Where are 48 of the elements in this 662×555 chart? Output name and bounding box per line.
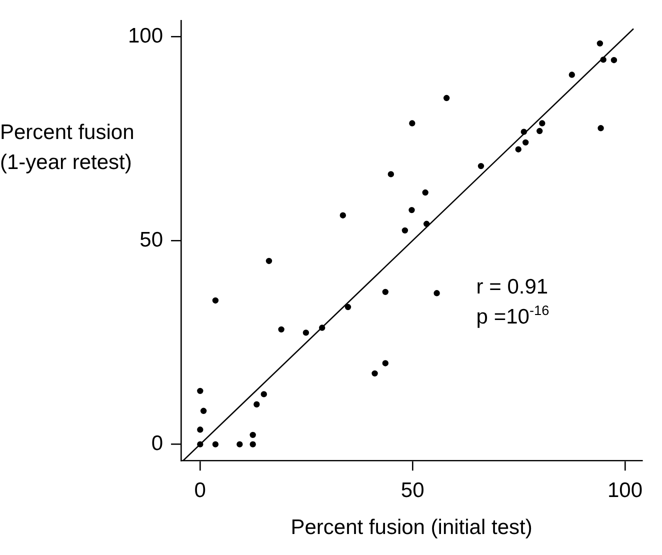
point	[443, 94, 450, 102]
point	[434, 290, 440, 296]
point	[266, 258, 272, 264]
y-tick-label: 100	[128, 24, 164, 48]
point	[478, 162, 484, 170]
point	[212, 441, 219, 448]
point	[382, 360, 388, 366]
point	[197, 426, 204, 433]
point	[372, 370, 378, 377]
y-tick-label: 0	[151, 432, 164, 456]
annotation: r = 0.91	[476, 276, 548, 299]
point	[197, 388, 204, 394]
x-tick-label: 50	[400, 478, 424, 502]
x-axis-title: Percent fusion (initial test)	[290, 516, 532, 540]
point	[254, 401, 260, 408]
point	[250, 441, 256, 448]
point	[598, 125, 604, 132]
point	[596, 40, 604, 47]
point	[200, 408, 207, 414]
y-tick-label: 50	[140, 228, 164, 252]
point	[212, 297, 219, 304]
point	[409, 120, 416, 126]
point	[302, 330, 310, 336]
point	[340, 212, 346, 218]
point	[402, 227, 408, 234]
y-axis-title: Percent fusion (1-year retest)	[0, 120, 136, 176]
x-tick-label: 100	[607, 478, 643, 502]
point	[600, 56, 606, 63]
point	[260, 391, 267, 398]
point	[278, 326, 284, 333]
point	[344, 304, 352, 310]
point	[318, 324, 326, 331]
point	[197, 441, 204, 448]
point	[422, 189, 428, 196]
point	[250, 432, 256, 438]
point	[568, 72, 575, 78]
point	[610, 57, 618, 64]
point	[236, 441, 243, 448]
x-tick-label: 0	[194, 478, 206, 502]
point	[424, 220, 430, 227]
point	[520, 128, 527, 135]
point	[408, 206, 415, 214]
point	[515, 146, 522, 152]
point	[382, 288, 388, 296]
point	[388, 171, 394, 178]
point	[536, 128, 543, 134]
point	[539, 120, 546, 126]
point	[522, 139, 529, 146]
